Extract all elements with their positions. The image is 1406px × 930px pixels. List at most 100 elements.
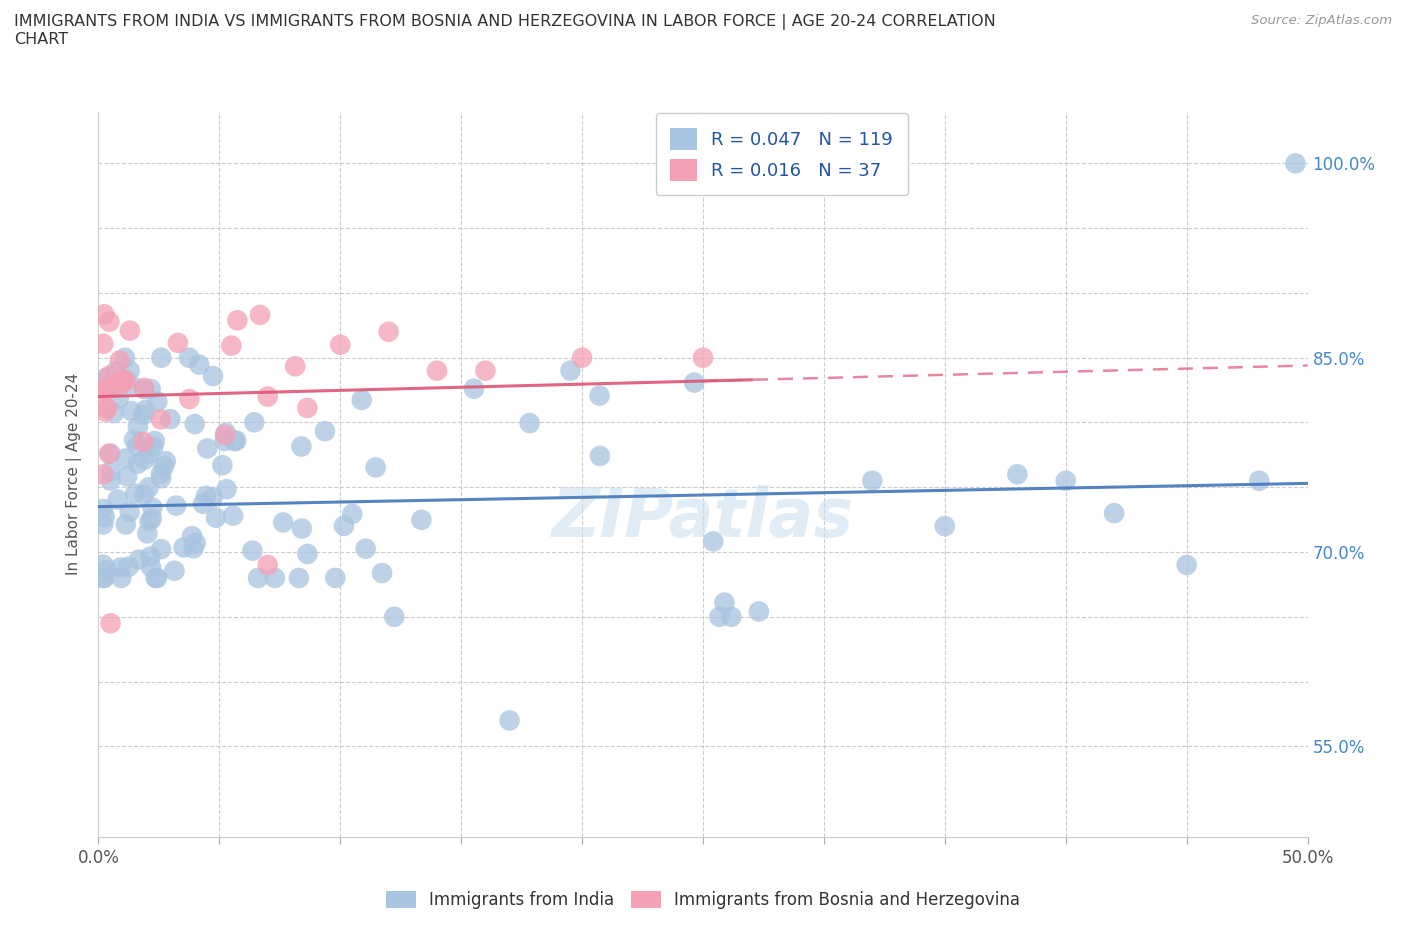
Point xyxy=(221,339,243,353)
Point xyxy=(91,501,114,516)
Point xyxy=(128,552,150,567)
Point xyxy=(202,368,225,383)
Point xyxy=(118,363,141,378)
Point xyxy=(159,412,181,427)
Point xyxy=(134,403,156,418)
Point xyxy=(243,415,266,430)
Point xyxy=(104,380,127,395)
Point xyxy=(249,308,271,323)
Point xyxy=(256,558,278,573)
Point xyxy=(474,364,496,379)
Point xyxy=(136,526,159,541)
Point xyxy=(1007,467,1029,482)
Point xyxy=(91,337,114,352)
Point xyxy=(118,323,141,338)
Point xyxy=(111,376,134,391)
Point xyxy=(94,404,117,418)
Point xyxy=(132,380,155,395)
Point xyxy=(1175,558,1198,573)
Point xyxy=(291,521,314,536)
Point xyxy=(329,338,352,352)
Point xyxy=(163,564,186,578)
Point xyxy=(138,480,160,495)
Point xyxy=(683,375,706,390)
Point xyxy=(149,412,172,427)
Point xyxy=(141,512,163,526)
Point xyxy=(333,518,356,533)
Point xyxy=(1249,473,1271,488)
Point xyxy=(284,359,307,374)
Point xyxy=(142,439,165,454)
Point xyxy=(96,563,118,578)
Point xyxy=(139,560,162,575)
Point xyxy=(290,439,312,454)
Point xyxy=(211,458,233,472)
Point xyxy=(146,394,169,409)
Point xyxy=(702,534,724,549)
Point xyxy=(97,368,120,383)
Point xyxy=(98,446,121,461)
Point xyxy=(377,325,399,339)
Point xyxy=(498,713,520,728)
Point xyxy=(91,382,114,397)
Point xyxy=(107,392,129,406)
Point xyxy=(194,488,217,503)
Point xyxy=(560,364,582,379)
Point xyxy=(191,497,214,512)
Point xyxy=(120,377,142,392)
Point xyxy=(138,513,160,528)
Point xyxy=(371,565,394,580)
Point xyxy=(934,519,956,534)
Point xyxy=(150,351,173,365)
Point xyxy=(107,492,129,507)
Point xyxy=(132,487,155,502)
Point xyxy=(177,351,200,365)
Point xyxy=(201,490,224,505)
Point xyxy=(115,469,138,484)
Point xyxy=(709,609,731,624)
Point xyxy=(110,560,132,575)
Point xyxy=(145,570,167,585)
Point xyxy=(150,541,173,556)
Point xyxy=(165,498,187,513)
Point xyxy=(98,473,121,488)
Point xyxy=(143,433,166,448)
Point xyxy=(108,353,131,368)
Text: Source: ZipAtlas.com: Source: ZipAtlas.com xyxy=(1251,14,1392,27)
Point xyxy=(114,351,136,365)
Point xyxy=(100,446,122,461)
Point xyxy=(153,458,176,473)
Point xyxy=(271,515,294,530)
Point xyxy=(314,424,336,439)
Point xyxy=(1102,506,1125,521)
Point xyxy=(247,570,270,585)
Point xyxy=(139,381,162,396)
Point xyxy=(141,500,163,515)
Point xyxy=(256,389,278,404)
Point xyxy=(91,570,114,585)
Point xyxy=(155,454,177,469)
Point xyxy=(91,467,114,482)
Point xyxy=(114,451,136,466)
Point xyxy=(91,517,114,532)
Point xyxy=(519,416,541,431)
Point xyxy=(215,482,238,497)
Point xyxy=(288,570,311,585)
Text: ZIPatlas: ZIPatlas xyxy=(553,485,853,551)
Point xyxy=(382,609,405,624)
Point xyxy=(122,432,145,447)
Point xyxy=(195,441,218,456)
Point xyxy=(167,336,190,351)
Point xyxy=(146,570,169,585)
Point xyxy=(214,433,236,448)
Point xyxy=(93,307,115,322)
Point xyxy=(179,392,201,406)
Point xyxy=(100,464,122,479)
Point xyxy=(118,505,141,520)
Point xyxy=(103,405,125,420)
Point xyxy=(96,401,118,416)
Point xyxy=(215,425,238,440)
Point xyxy=(692,351,714,365)
Point xyxy=(1284,156,1306,171)
Point xyxy=(114,373,136,388)
